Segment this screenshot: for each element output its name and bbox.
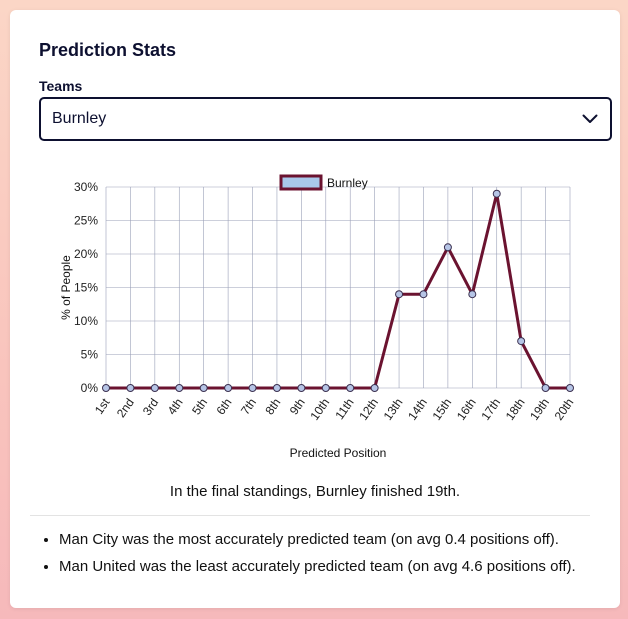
data-point [297, 384, 306, 392]
y-tick-label: 5% [81, 348, 99, 362]
data-point [126, 384, 135, 392]
data-point [102, 384, 110, 392]
data-point [321, 384, 330, 392]
x-tick-label: 15th [429, 396, 454, 423]
data-point [395, 290, 404, 299]
x-tick-label: 6th [214, 396, 235, 418]
x-axis-title: Predicted Position [290, 446, 387, 460]
x-tick-label: 14th [405, 396, 430, 423]
x-tick-label: 2nd [114, 396, 137, 420]
y-tick-label: 30% [74, 180, 98, 194]
data-point [492, 189, 501, 198]
prediction-stats-card: Prediction Stats Teams Burnley 0% 5% 10% 15… [10, 10, 620, 608]
data-point [541, 384, 550, 392]
x-tick-label: 18th [503, 396, 528, 423]
y-tick-label: 15% [74, 281, 98, 295]
x-tick-label: 1st [92, 395, 113, 417]
data-point [272, 384, 281, 392]
chevron-down-icon [582, 114, 598, 123]
x-tick-label: 12th [356, 396, 381, 423]
x-tick-label: 13th [381, 396, 406, 423]
data-point [150, 384, 159, 392]
x-tick-label: 7th [238, 396, 259, 418]
x-tick-label: 16th [454, 396, 479, 423]
data-point [517, 337, 526, 346]
data-point [566, 384, 574, 392]
y-tick-label: 20% [74, 247, 98, 261]
data-point [419, 290, 428, 299]
x-tick-label: 9th [287, 396, 308, 418]
team-select[interactable]: Burnley [39, 97, 612, 141]
prediction-line-chart: 0% 5% 10% 15% 20% 25% 30% 1st 2nd 3rd 4th 5th 6th 7th… [59, 174, 577, 460]
x-tick-label: 5th [189, 396, 210, 418]
data-point [248, 384, 257, 392]
teams-label: Teams [39, 78, 83, 94]
data-point [199, 384, 208, 392]
x-tick-label: 4th [165, 396, 186, 418]
x-tick-label: 3rd [140, 396, 161, 418]
legend-swatch [279, 174, 323, 191]
x-tick-label: 19th [527, 396, 552, 423]
data-point [175, 384, 184, 392]
y-tick-label: 25% [74, 214, 98, 228]
legend-label: Burnley [327, 176, 368, 190]
note-most-accurate: Man City was the most accurately predict… [59, 530, 576, 549]
team-select-value: Burnley [52, 110, 107, 127]
x-tick-label: 11th [332, 396, 356, 422]
y-axis-title: % of People [59, 255, 73, 320]
final-standing-text: In the final standings, Burnley finished… [169, 483, 461, 500]
note-least-accurate: Man United was the least accurately pred… [59, 557, 576, 576]
data-point [346, 384, 355, 392]
x-tick-label: 20th [552, 396, 577, 423]
x-tick-label: 10th [307, 396, 332, 423]
x-tick-label: 17th [478, 396, 503, 423]
divider [30, 515, 590, 516]
data-point [370, 384, 379, 392]
x-tick-label: 8th [262, 396, 283, 418]
series-line [106, 192, 570, 390]
data-point [224, 384, 233, 392]
y-tick-label: 10% [74, 314, 98, 328]
card-title: Prediction Stats [39, 40, 177, 60]
y-tick-label: 0% [81, 381, 99, 395]
data-point [443, 243, 452, 252]
data-point [468, 290, 477, 299]
notes-list: Man City was the most accurately predict… [46, 530, 576, 584]
